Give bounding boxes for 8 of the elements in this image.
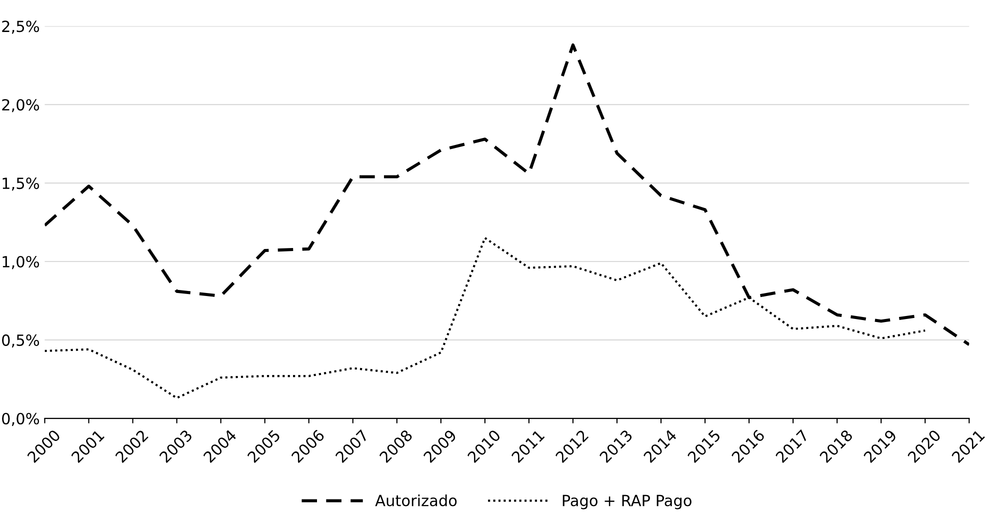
y-tick-label: 2,0%	[2, 99, 40, 112]
y-tick-label: 0,0%	[2, 412, 40, 426]
y-tick-label: 0,5%	[2, 334, 40, 348]
y-tick-label: 2,5%	[2, 20, 40, 34]
y-tick-label: 1,0%	[2, 256, 40, 270]
y-tick-label: 1,5%	[2, 178, 40, 191]
legend-label: Pago + RAP Pago	[562, 494, 692, 510]
legend-label: Autorizado	[375, 494, 457, 506]
